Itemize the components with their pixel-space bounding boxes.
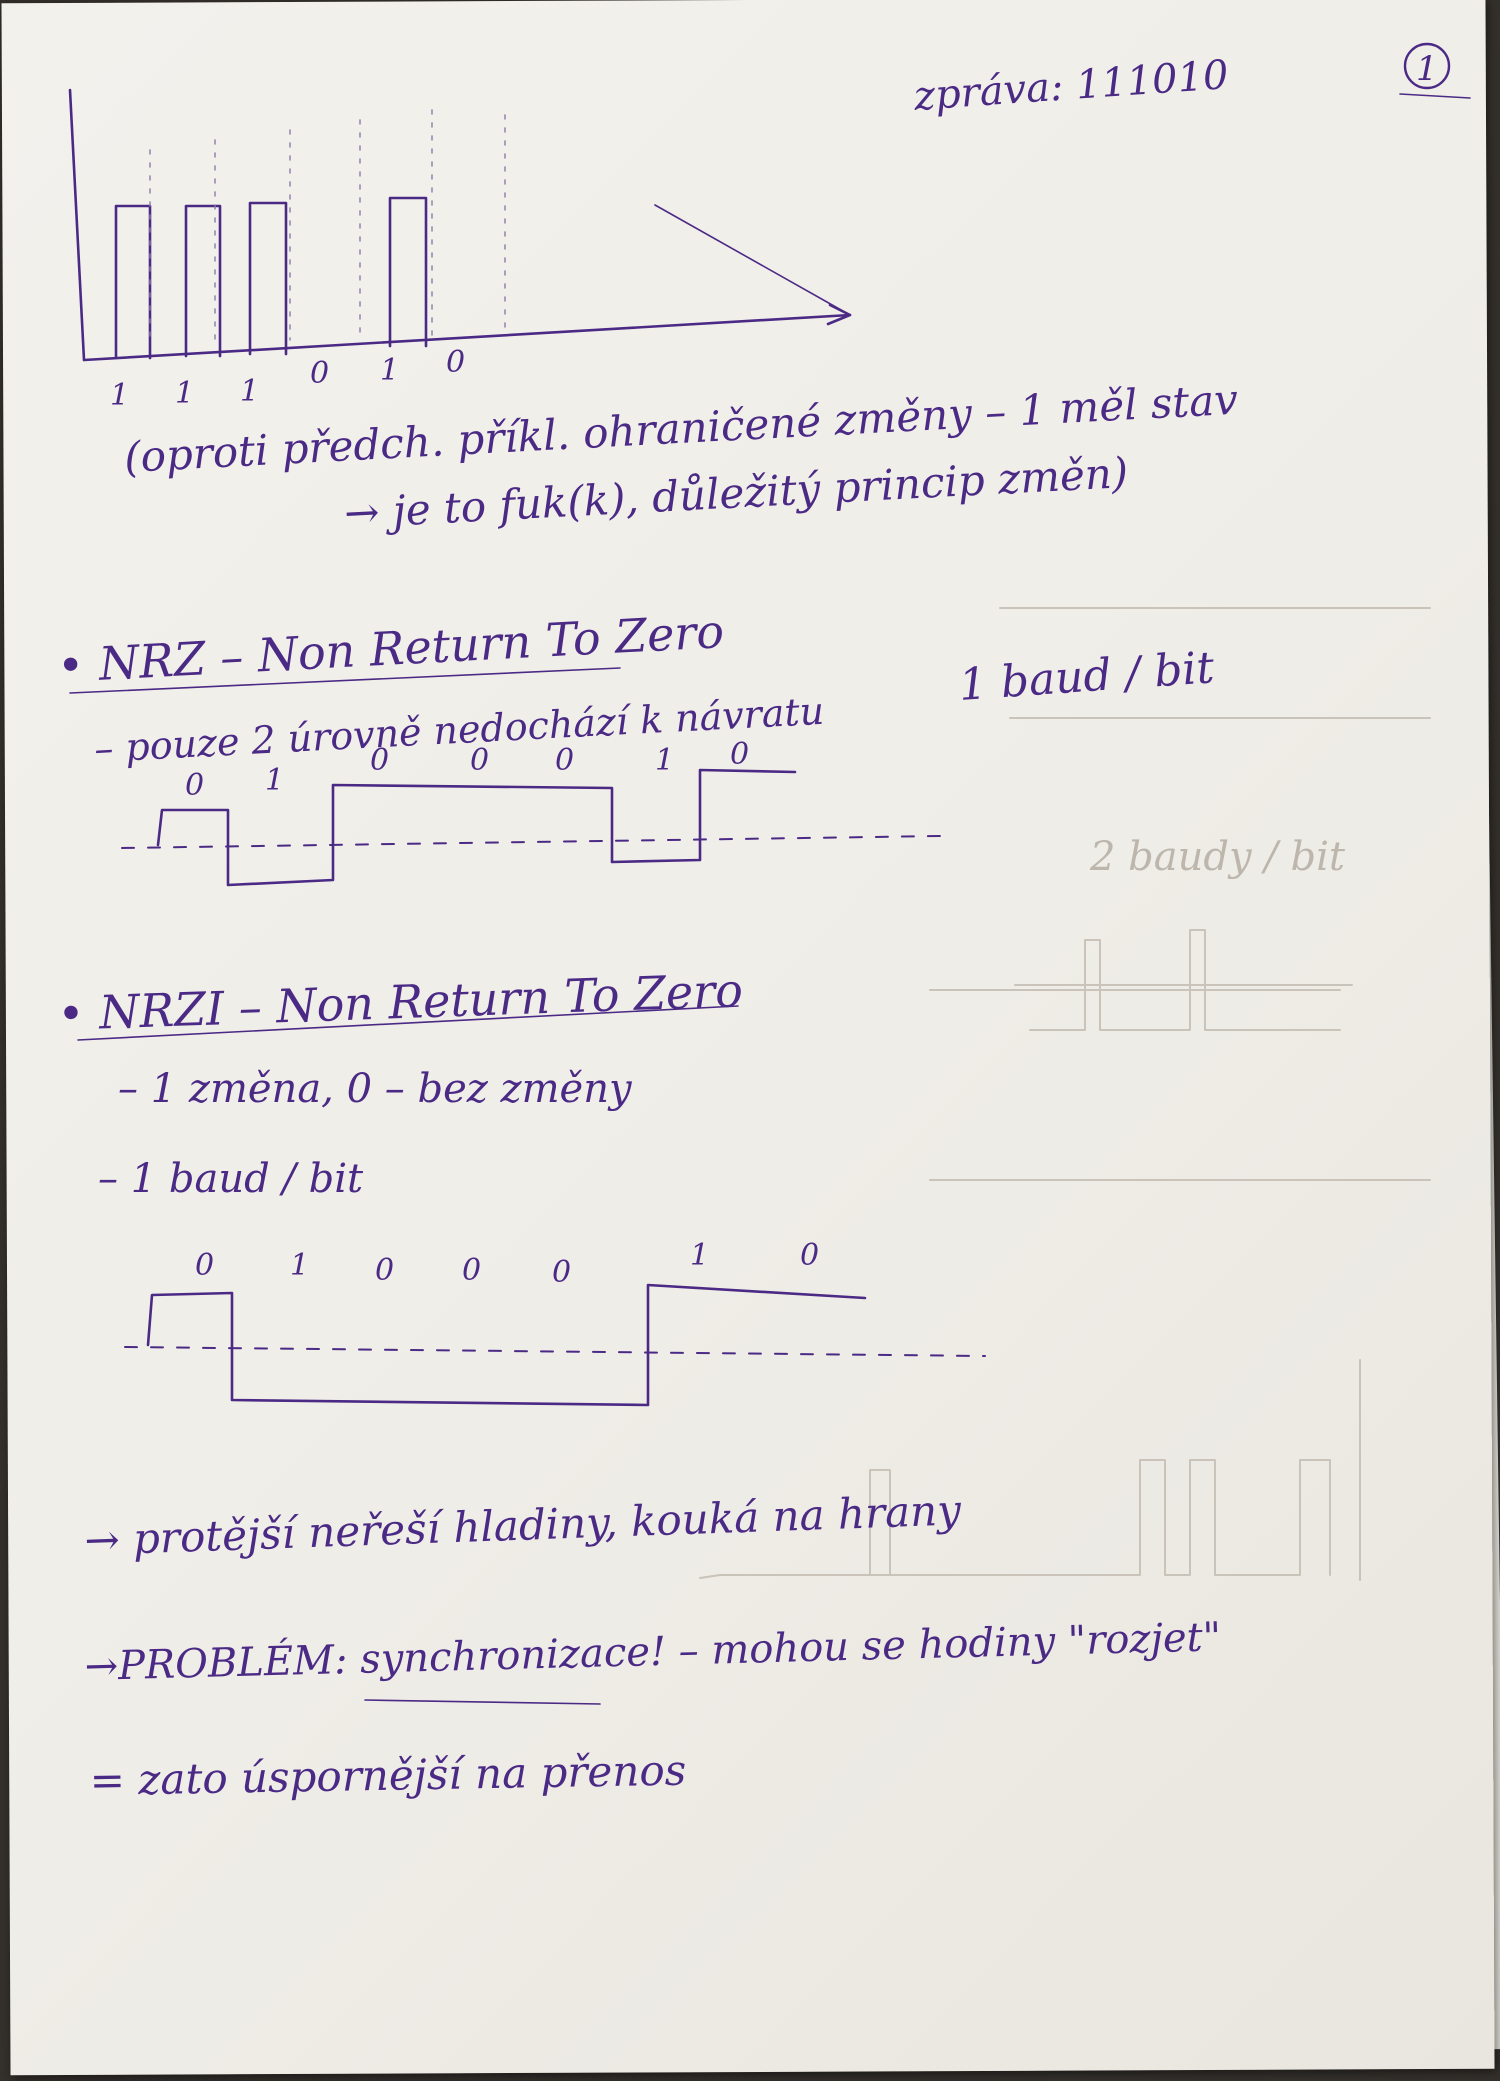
nrz-baseline xyxy=(121,835,941,849)
nrz-bit: 0 xyxy=(470,743,489,778)
nrz-bit: 1 xyxy=(655,743,674,778)
nrzi-bit: 1 xyxy=(290,1248,309,1283)
nrz-rate-note: 1 baud / bit xyxy=(957,642,1216,711)
nrzi-bit: 0 xyxy=(552,1255,571,1290)
intro-bit: 1 xyxy=(380,353,399,388)
nrz-bit: 1 xyxy=(265,763,284,798)
conclusion-line3: = zato úspornější na přenos xyxy=(89,1746,686,1805)
conclusions: → protější neřeší hladiny, kouká na hran… xyxy=(84,1485,1222,1805)
intro-bit: 1 xyxy=(240,374,259,409)
nrzi-bit: 0 xyxy=(195,1248,214,1283)
conclusion-line2: →PROBLÉM: synchronizace! – mohou se hodi… xyxy=(84,1613,1222,1690)
page-header: zpráva: 111010 1 xyxy=(911,42,1471,120)
intro-x-axis xyxy=(82,313,852,362)
intro-bit: 0 xyxy=(310,356,329,391)
intro-bit: 1 xyxy=(175,376,194,411)
conclusion-line1: → protější neřeší hladiny, kouká na hran… xyxy=(84,1485,963,1565)
bleed-through-ghost-marks: 2 baudy / bit xyxy=(699,607,1431,1581)
nrzi-rate: – 1 baud / bit xyxy=(98,1156,364,1202)
nrz-title-underline xyxy=(69,667,621,694)
nrzi-bit: 1 xyxy=(690,1238,709,1273)
nrz-waveform xyxy=(156,768,797,887)
intro-pulse xyxy=(184,204,222,358)
intro-y-axis xyxy=(68,88,86,362)
nrzi-title: • NRZI – Non Return To Zero xyxy=(56,963,743,1041)
intro-signal-diagram: 1 1 1 0 1 0 xyxy=(68,88,852,413)
page-number: 1 xyxy=(1416,49,1438,89)
nrzi-bit: 0 xyxy=(462,1253,481,1288)
nrzi-bit: 0 xyxy=(375,1253,394,1288)
page-number-circle xyxy=(1403,42,1451,90)
intro-pencil-stroke xyxy=(654,204,851,316)
nrz-title: • NRZ – Non Return To Zero xyxy=(56,604,725,693)
intro-bit: 0 xyxy=(446,345,465,380)
ghost-rate-text: 2 baudy / bit xyxy=(1089,834,1346,880)
nrz-bit: 0 xyxy=(730,737,749,772)
nrz-description: – pouze 2 úrovně nedochází k návratu xyxy=(93,689,825,771)
nrz-section: • NRZ – Non Return To Zero 1 baud / bit … xyxy=(56,604,1216,887)
intro-pulse xyxy=(388,196,428,348)
nrzi-waveform xyxy=(146,1283,867,1407)
synchronizace-underline xyxy=(364,1699,601,1705)
nrzi-rule: – 1 změna, 0 – bez změny xyxy=(118,1066,633,1112)
nrzi-bit: 0 xyxy=(800,1238,819,1273)
nrz-bit: 0 xyxy=(555,743,574,778)
message-label: zpráva: 111010 xyxy=(911,52,1229,120)
intro-pulse xyxy=(248,201,288,356)
nrz-bit: 0 xyxy=(185,768,204,803)
intro-bit: 1 xyxy=(110,378,129,413)
nrzi-section: • NRZI – Non Return To Zero – 1 změna, 0… xyxy=(56,963,986,1407)
intro-pulse xyxy=(114,204,152,360)
nrzi-baseline xyxy=(124,1346,986,1357)
nrz-bit: 0 xyxy=(370,743,389,778)
nrzi-title-underline xyxy=(77,1005,739,1041)
